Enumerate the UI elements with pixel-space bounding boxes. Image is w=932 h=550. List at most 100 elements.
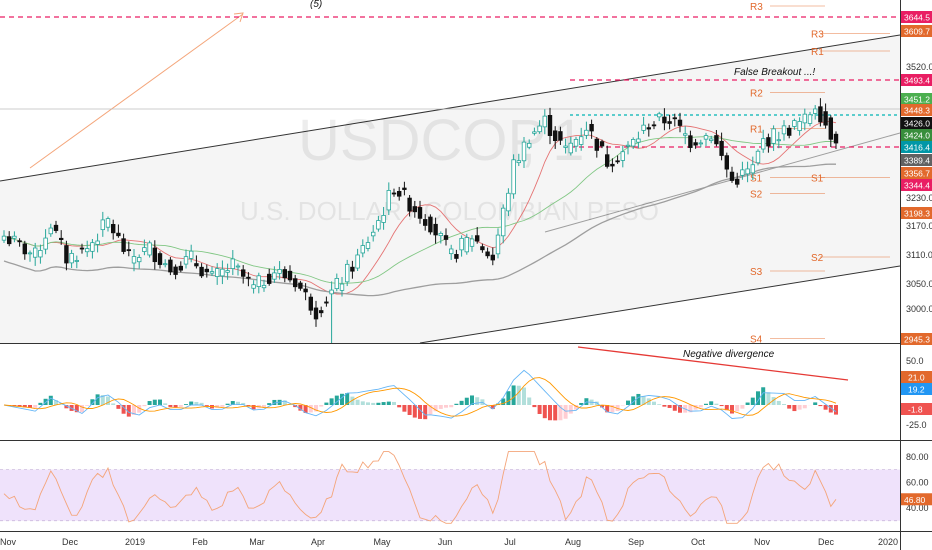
macd-histogram-bar	[600, 405, 604, 408]
candle	[781, 120, 787, 141]
candle-body	[282, 269, 287, 279]
candle	[240, 265, 246, 284]
price-tag-bg	[901, 117, 932, 129]
macd-histogram-bar	[366, 402, 370, 405]
candle	[667, 114, 672, 130]
macd-histogram-bar	[475, 397, 480, 405]
price-tag: 3451.2	[901, 93, 932, 105]
candle-body	[781, 125, 787, 135]
candle	[391, 188, 397, 197]
candle-body	[136, 257, 142, 263]
candle-body	[605, 154, 610, 167]
price-panel: USDCOP , 1 U.S. DOLLAR / COLOMBIAN PESO …	[0, 0, 901, 391]
macd-histogram-bar	[823, 405, 828, 410]
candle-body	[677, 119, 683, 126]
macd-histogram-bar	[22, 405, 27, 408]
macd-histogram-bar	[594, 401, 599, 405]
candle-body	[365, 242, 371, 249]
candle	[360, 239, 365, 258]
macd-histogram-bar	[230, 401, 235, 405]
candle-body	[214, 268, 220, 277]
price-tag: 3344.4	[901, 179, 932, 191]
macd-histogram-bar	[59, 404, 64, 405]
candle-body	[225, 270, 230, 273]
candle-body	[188, 250, 194, 259]
candle-body	[27, 252, 33, 255]
candle	[547, 107, 553, 145]
projection-line	[29, 13, 244, 169]
candle-body	[53, 224, 59, 231]
macd-histogram-bar	[792, 405, 797, 412]
candle-body	[631, 139, 636, 147]
candle-body	[204, 268, 209, 273]
candle-body	[287, 270, 293, 281]
pivot-label-right-r3: R3	[811, 30, 824, 41]
candle	[766, 133, 771, 153]
macd-histogram-bar	[412, 405, 417, 418]
macd-histogram-bar	[719, 405, 724, 407]
macd-histogram-bar	[48, 395, 53, 405]
macd-histogram-bar	[693, 405, 698, 410]
candle	[771, 125, 776, 151]
macd-histogram-bar	[298, 405, 303, 411]
candle	[787, 125, 792, 139]
price-tag-text: 3609.7	[904, 27, 930, 37]
macd-histogram-bar	[818, 405, 823, 407]
candle	[7, 231, 12, 247]
macd-histogram-bar	[38, 402, 43, 405]
macd-histogram-bar	[121, 405, 126, 414]
candle-body	[563, 145, 568, 148]
candle	[558, 126, 563, 145]
candle	[620, 145, 625, 168]
candle	[553, 126, 558, 149]
macd-histogram-bar	[184, 404, 188, 405]
time-label: Dec	[62, 537, 79, 547]
candle-body	[698, 142, 703, 145]
candle-body	[344, 263, 350, 283]
price-axis-label: 3000.0	[906, 304, 932, 314]
macd-histogram-bar	[511, 385, 516, 405]
candle	[672, 113, 677, 127]
candle-body	[417, 207, 423, 219]
candle	[370, 225, 376, 242]
candle	[521, 136, 527, 169]
ma-medium	[3, 136, 837, 284]
candle	[813, 105, 818, 120]
macd-histogram-bar	[262, 405, 266, 407]
candle	[797, 117, 802, 136]
macd-histogram-bar	[116, 405, 121, 409]
macd-histogram-bar	[709, 401, 714, 405]
channel-lower-line	[419, 265, 901, 344]
macd-histogram-bar	[95, 394, 100, 405]
price-tag-bg	[901, 154, 932, 166]
candle-body	[391, 192, 397, 195]
macd-histogram-bar	[532, 405, 537, 408]
macd-histogram-bar	[381, 402, 386, 405]
candle	[459, 235, 464, 257]
candle	[266, 268, 272, 286]
candle-body	[402, 187, 407, 190]
candle-body	[7, 236, 12, 245]
macd-histogram-bar	[568, 405, 573, 414]
macd-histogram-bar	[324, 402, 329, 405]
candle-body	[308, 296, 313, 311]
candle	[313, 300, 319, 327]
macd-histogram-bar	[220, 405, 225, 407]
candle	[532, 127, 537, 136]
candle	[506, 188, 511, 217]
candle-body	[693, 142, 698, 146]
macd-histogram-bar	[828, 405, 833, 413]
candle-body	[495, 234, 501, 255]
candle-body	[422, 219, 428, 226]
candle	[376, 215, 381, 232]
candle	[823, 103, 828, 129]
price-axis: 3520.0 3230.0 3170.0 3110.0 3050.0 3000.0 3644…	[901, 11, 932, 345]
watermark-description: U.S. DOLLAR / COLOMBIAN PESO	[240, 196, 659, 226]
candle-body	[537, 125, 542, 133]
macd-histogram-bar	[813, 402, 818, 405]
time-label: 2020	[878, 537, 898, 547]
candle	[636, 131, 641, 149]
macd-histogram-bar	[657, 404, 662, 405]
candle-body	[334, 278, 339, 290]
candle-body	[277, 269, 282, 274]
